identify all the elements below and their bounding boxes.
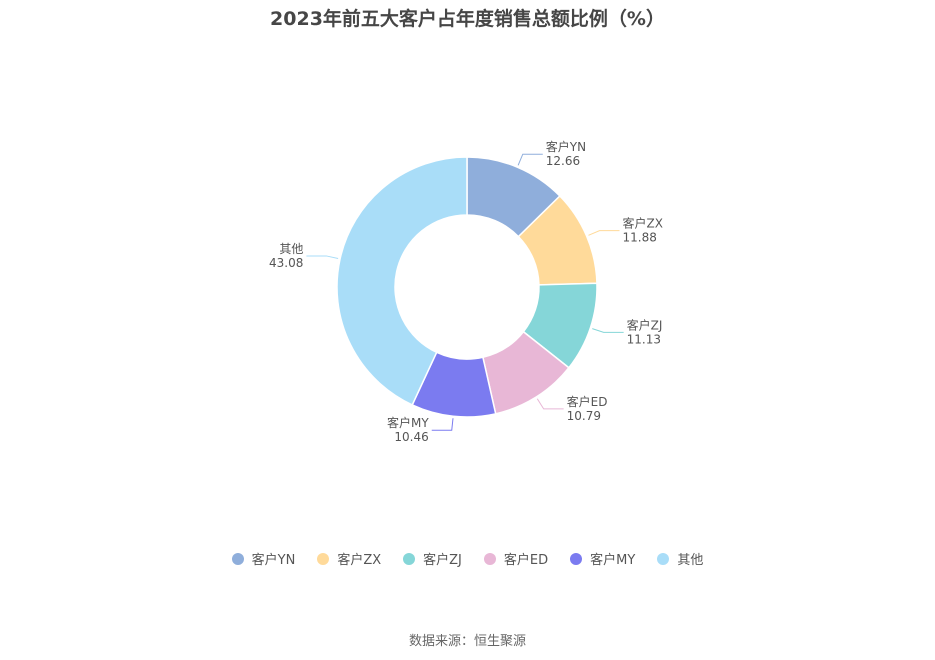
slice-label-name-1: 客户ZX [623, 216, 663, 231]
slice-label-name-4: 客户MY [387, 415, 429, 430]
leader-line-3 [536, 398, 564, 410]
leader-line-2 [592, 328, 624, 333]
slice-label-name-5: 其他 [279, 242, 303, 256]
legend-swatch-2 [403, 552, 416, 565]
legend-swatch-1 [317, 552, 330, 565]
leader-line-0 [517, 153, 543, 166]
slice-5 [336, 156, 468, 406]
legend-label-1: 客户ZX [337, 553, 382, 568]
legend-item-5[interactable]: 其他 [657, 549, 703, 568]
legend-item-3[interactable]: 客户ED [483, 549, 549, 568]
legend-label-3: 客户ED [503, 553, 549, 568]
legend: 客户YN 客户ZX 客户ZJ 客户ED 客户MY 其他 [0, 549, 935, 568]
slice-label-value-5: 43.08 [269, 256, 303, 270]
leader-line-1 [588, 230, 620, 236]
legend-label-0: 客户YN [251, 553, 296, 568]
legend-item-2[interactable]: 客户ZJ [403, 549, 462, 568]
leader-line-4 [431, 418, 454, 431]
legend-label-4: 客户MY [590, 553, 636, 568]
slice-label-value-4: 10.46 [394, 430, 428, 444]
slice-label-name-3: 客户ED [567, 394, 608, 409]
leader-line-5 [306, 255, 339, 260]
slice-label-value-0: 12.66 [546, 154, 580, 168]
slice-label-value-3: 10.79 [567, 409, 601, 423]
legend-item-1[interactable]: 客户ZX [317, 549, 381, 568]
slice-label-value-2: 11.13 [627, 332, 661, 346]
slice-label-name-0: 客户YN [546, 139, 586, 154]
legend-item-0[interactable]: 客户YN [231, 549, 296, 568]
legend-label-5: 其他 [677, 553, 704, 568]
slice-label-name-2: 客户ZJ [627, 317, 663, 332]
legend-item-4[interactable]: 客户MY [570, 549, 635, 568]
legend-swatch-0 [231, 552, 244, 565]
chart-title: 2023年前五大客户占年度销售总额比例（%） [270, 8, 665, 30]
slice-label-value-1: 11.88 [623, 231, 657, 245]
legend-label-2: 客户ZJ [423, 553, 462, 568]
legend-swatch-4 [570, 552, 583, 565]
legend-swatch-5 [657, 552, 670, 565]
legend-swatch-3 [483, 552, 496, 565]
source-note: 数据来源：恒生聚源 [408, 634, 526, 649]
